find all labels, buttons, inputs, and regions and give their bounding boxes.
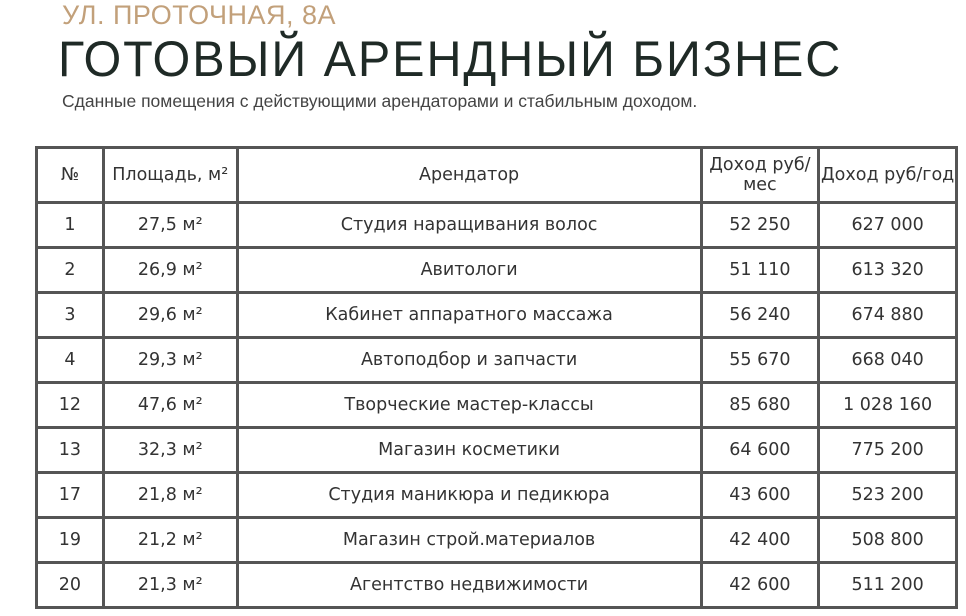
cell-income-year: 523 200 bbox=[817, 471, 958, 519]
cell-area: 21,2 м² bbox=[101, 516, 239, 564]
cell-tenant: Кабинет аппаратного массажа bbox=[235, 291, 703, 339]
address-heading: УЛ. ПРОТОЧНАЯ, 8А bbox=[62, 0, 337, 30]
table-row: 17 21,8 м² Студия маникюра и педикюра 43 60… bbox=[35, 471, 958, 519]
table-row: 3 29,6 м² Кабинет аппаратного массажа 56 24… bbox=[35, 291, 958, 339]
table-row: 4 29,3 м² Автоподбор и запчасти 55 670 668 0… bbox=[35, 336, 958, 384]
cell-income-year: 511 200 bbox=[817, 561, 958, 609]
cell-tenant: Магазин строй.материалов bbox=[235, 516, 703, 564]
cell-number: 20 bbox=[35, 561, 105, 609]
cell-number: 3 bbox=[35, 291, 105, 339]
cell-income-month: 64 600 bbox=[699, 426, 821, 474]
cell-number: 1 bbox=[35, 201, 105, 249]
cell-area: 21,3 м² bbox=[101, 561, 239, 609]
page-title: ГОТОВЫЙ АРЕНДНЫЙ БИЗНЕС bbox=[58, 31, 843, 87]
cell-income-month: 42 400 bbox=[699, 516, 821, 564]
col-tenant: Арендатор bbox=[235, 146, 703, 204]
cell-tenant: Творческие мастер-классы bbox=[235, 381, 703, 429]
cell-tenant: Магазин косметики bbox=[235, 426, 703, 474]
cell-area: 21,8 м² bbox=[101, 471, 239, 519]
cell-income-year: 1 028 160 bbox=[817, 381, 958, 429]
cell-number: 19 bbox=[35, 516, 105, 564]
cell-income-month: 42 600 bbox=[699, 561, 821, 609]
cell-income-year: 775 200 bbox=[817, 426, 958, 474]
table-row: 20 21,3 м² Агентство недвижимости 42 600 511… bbox=[35, 561, 958, 609]
cell-income-year: 674 880 bbox=[817, 291, 958, 339]
col-area: Площадь, м² bbox=[101, 146, 239, 204]
col-income-year: Доход руб/год bbox=[817, 146, 958, 204]
col-number: № bbox=[35, 146, 105, 204]
cell-number: 4 bbox=[35, 336, 105, 384]
cell-number: 13 bbox=[35, 426, 105, 474]
cell-income-month: 43 600 bbox=[699, 471, 821, 519]
cell-tenant: Студия маникюра и педикюра bbox=[235, 471, 703, 519]
table-row: 13 32,3 м² Магазин косметики 64 600 775 200 bbox=[35, 426, 958, 474]
cell-tenant: Агентство недвижимости bbox=[235, 561, 703, 609]
cell-tenant: Авитологи bbox=[235, 246, 703, 294]
cell-income-month: 85 680 bbox=[699, 381, 821, 429]
cell-area: 47,6 м² bbox=[101, 381, 239, 429]
page-subtitle: Сданные помещения с действующими арендат… bbox=[62, 91, 698, 111]
cell-area: 27,5 м² bbox=[101, 201, 239, 249]
cell-income-year: 668 040 bbox=[817, 336, 958, 384]
cell-income-month: 56 240 bbox=[699, 291, 821, 339]
cell-area: 26,9 м² bbox=[101, 246, 239, 294]
cell-income-year: 508 800 bbox=[817, 516, 958, 564]
cell-income-month: 51 110 bbox=[699, 246, 821, 294]
cell-tenant: Автоподбор и запчасти bbox=[235, 336, 703, 384]
rental-table: № Площадь, м² Арендатор Доход руб/мес До… bbox=[35, 146, 958, 609]
cell-number: 17 bbox=[35, 471, 105, 519]
cell-number: 2 bbox=[35, 246, 105, 294]
cell-area: 29,3 м² bbox=[101, 336, 239, 384]
cell-income-month: 55 670 bbox=[699, 336, 821, 384]
cell-tenant: Студия наращивания волос bbox=[235, 201, 703, 249]
cell-area: 32,3 м² bbox=[101, 426, 239, 474]
table-row: 12 47,6 м² Творческие мастер-классы 85 680 1… bbox=[35, 381, 958, 429]
col-income-month: Доход руб/мес bbox=[699, 146, 821, 204]
table-header-row: № Площадь, м² Арендатор Доход руб/мес До… bbox=[35, 146, 958, 204]
table-row: 19 21,2 м² Магазин строй.материалов 42 400 5… bbox=[35, 516, 958, 564]
cell-income-year: 627 000 bbox=[817, 201, 958, 249]
cell-income-month: 52 250 bbox=[699, 201, 821, 249]
table-row: 1 27,5 м² Студия наращивания волос 52 250 62… bbox=[35, 201, 958, 249]
cell-number: 12 bbox=[35, 381, 105, 429]
table-row: 2 26,9 м² Авитологи 51 110 613 320 bbox=[35, 246, 958, 294]
cell-area: 29,6 м² bbox=[101, 291, 239, 339]
cell-income-year: 613 320 bbox=[817, 246, 958, 294]
